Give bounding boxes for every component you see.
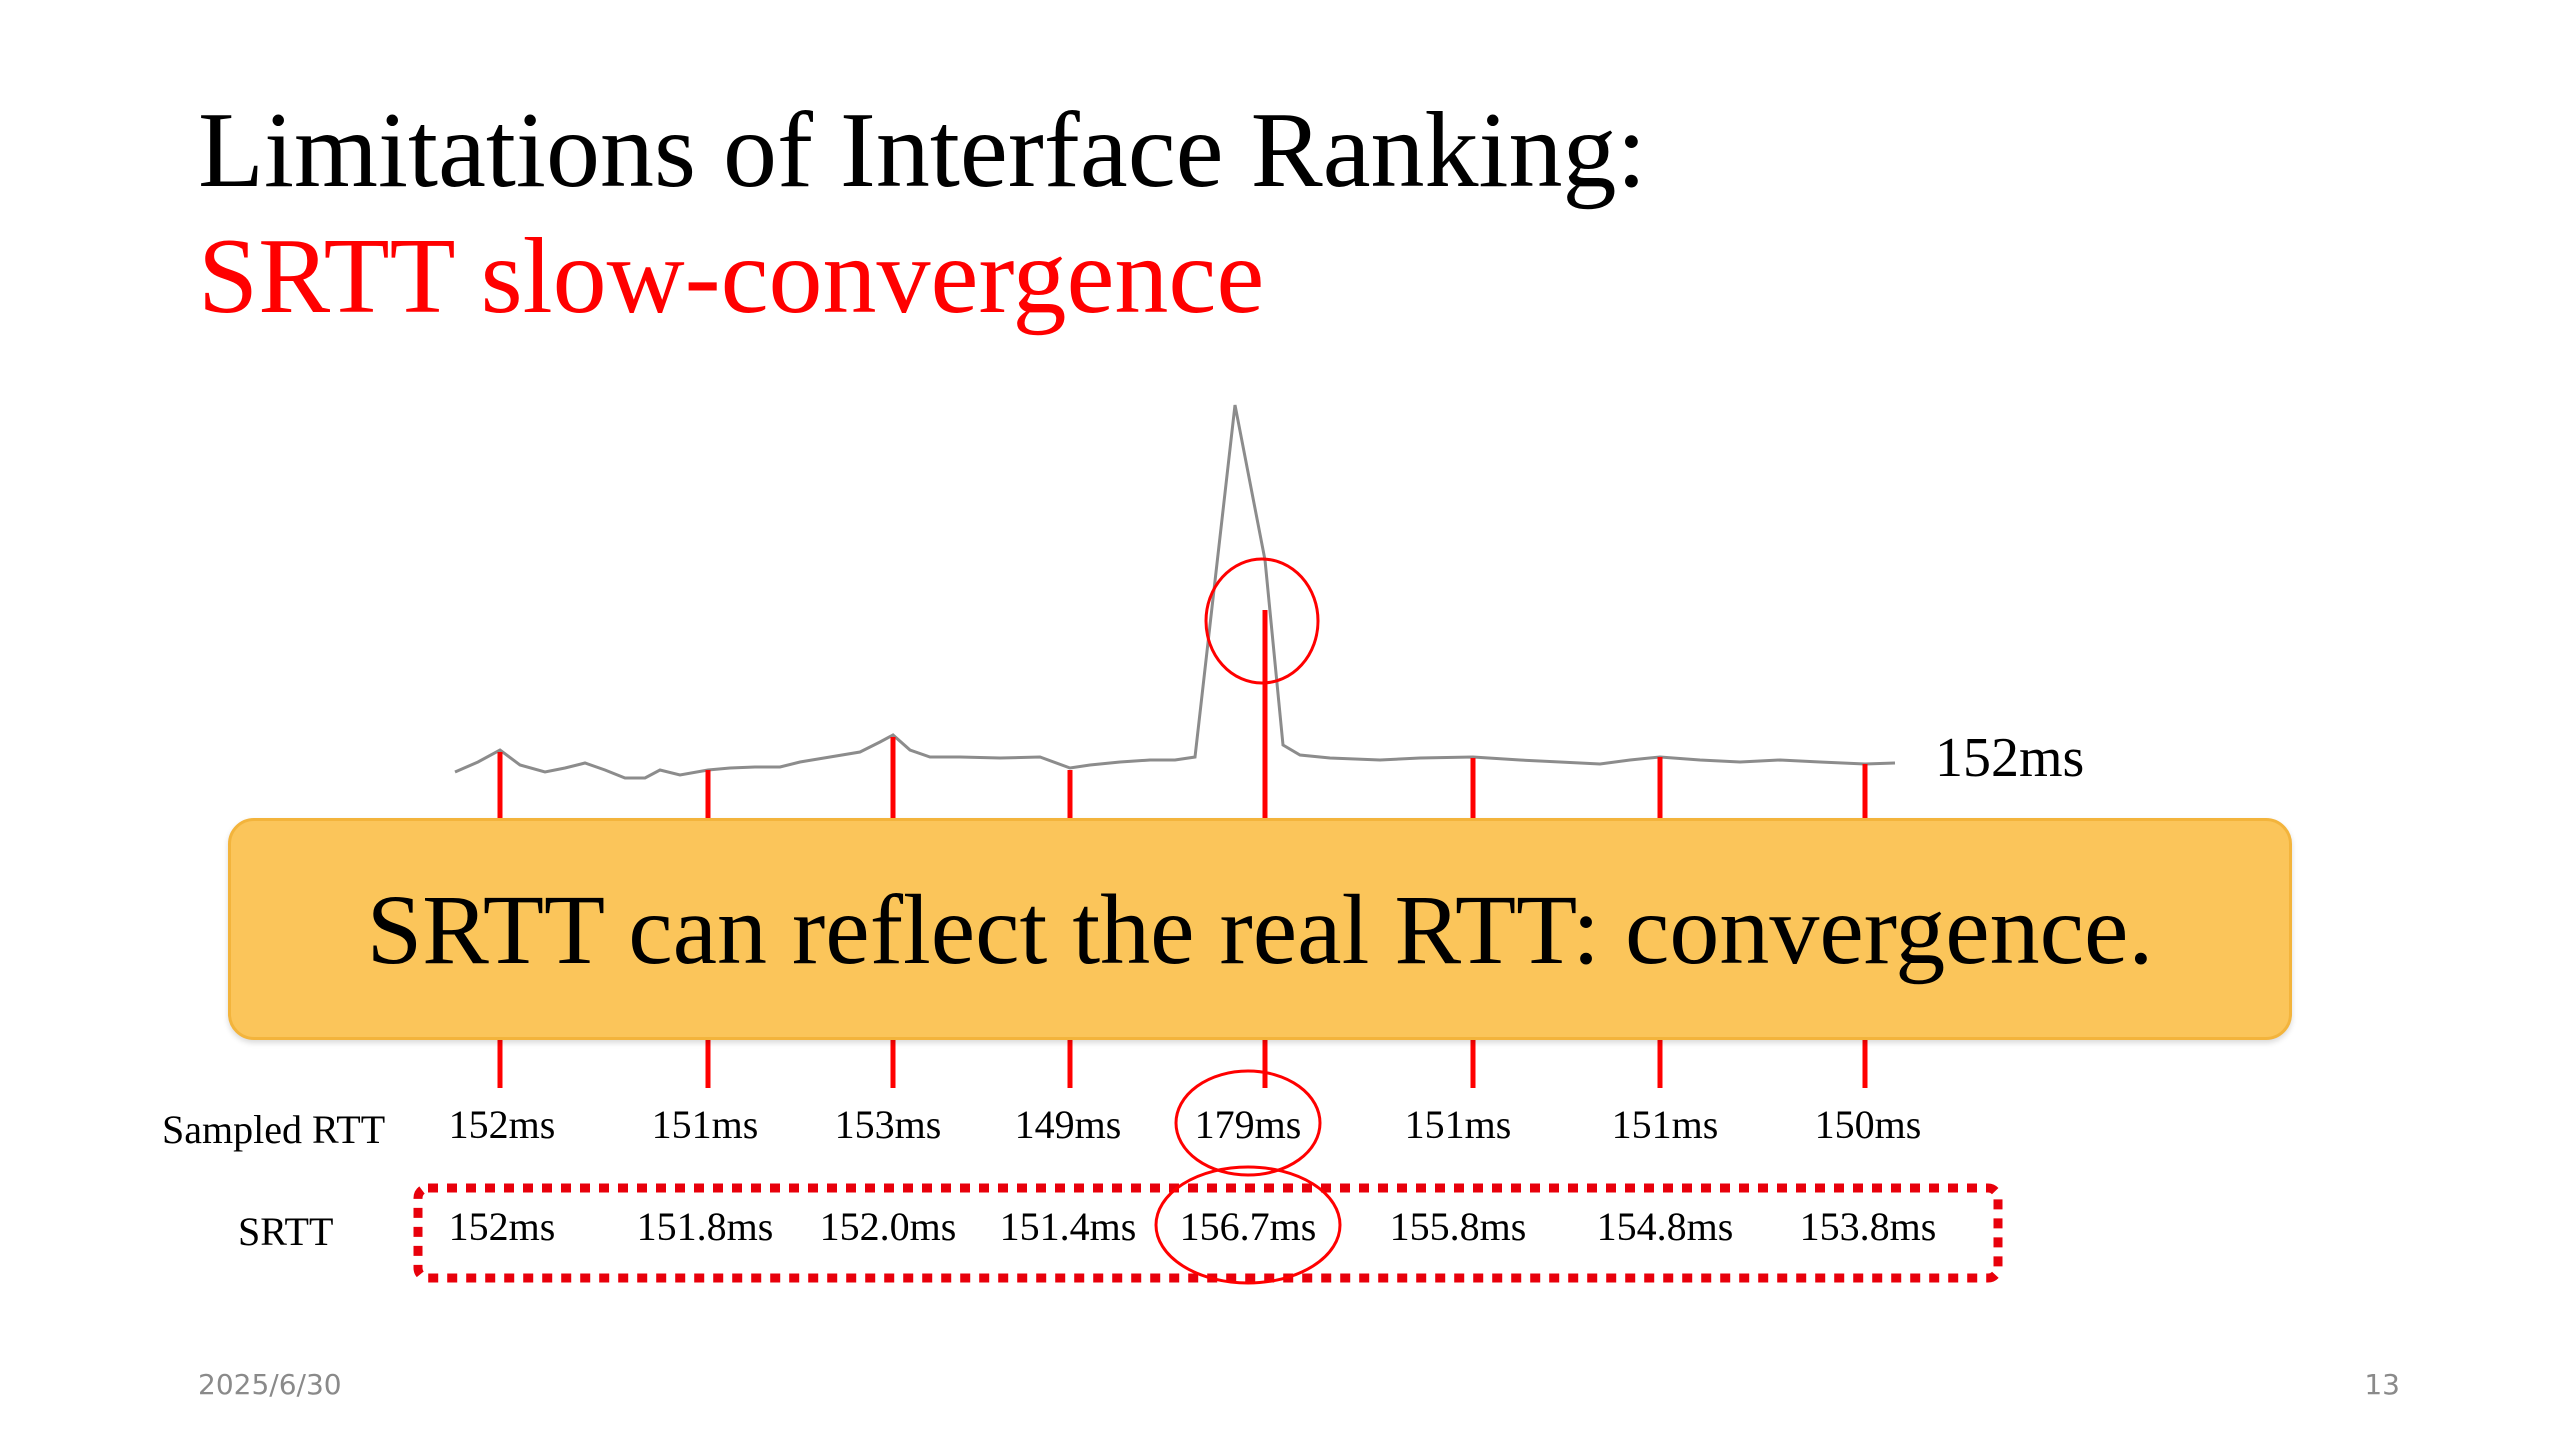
sampled-rtt-trace-line (454, 404, 1896, 780)
slide-title: Limitations of Interface Ranking: (198, 91, 1647, 210)
sampled-rtt-value: 150ms (1815, 1102, 1922, 1147)
sampled-rtt-value: 179ms (1195, 1102, 1302, 1147)
srtt-value: 154.8ms (1597, 1204, 1734, 1249)
sampled-rtt-value: 151ms (652, 1102, 759, 1147)
callout-box: SRTT can reflect the real RTT: convergen… (228, 818, 2292, 1040)
highlighted-sampled-circle (1174, 1069, 1322, 1177)
slide-page-number: 13 (2364, 1368, 2400, 1401)
sampled-rtt-value: 151ms (1405, 1102, 1512, 1147)
spike-highlight-circle (1204, 557, 1320, 685)
slide-title-block: Limitations of Interface Ranking: SRTT s… (198, 88, 2198, 340)
srtt-value: 151.8ms (637, 1204, 774, 1249)
srtt-row-label: SRTT (238, 1209, 333, 1254)
trace-end-label: 152ms (1935, 727, 2084, 789)
sampled-rtt-value: 152ms (449, 1102, 556, 1147)
srtt-value: 152.0ms (820, 1204, 957, 1249)
slide-subtitle: SRTT slow-convergence (198, 217, 1265, 336)
srtt-value: 153.8ms (1800, 1204, 1937, 1249)
srtt-value: 152ms (449, 1204, 556, 1249)
srtt-value: 151.4ms (1000, 1204, 1137, 1249)
callout-text: SRTT can reflect the real RTT: convergen… (366, 873, 2154, 985)
sampled-rtt-row-label: Sampled RTT (162, 1107, 385, 1152)
sampled-rtt-value: 153ms (835, 1102, 942, 1147)
srtt-value: 156.7ms (1180, 1204, 1317, 1249)
srtt-value: 155.8ms (1390, 1204, 1527, 1249)
sampled-rtt-value: 151ms (1612, 1102, 1719, 1147)
sampled-rtt-value: 149ms (1015, 1102, 1122, 1147)
highlighted-srtt-circle (1154, 1165, 1342, 1285)
slide-date: 2025/6/30 (198, 1368, 342, 1401)
